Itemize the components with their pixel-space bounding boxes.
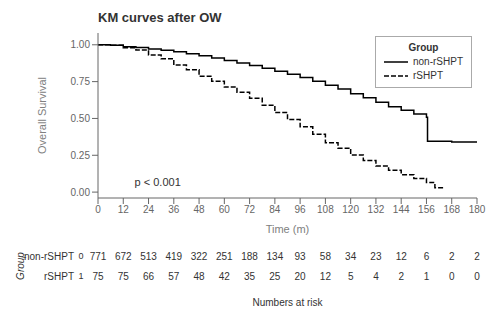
svg-text:0: 0 xyxy=(449,271,455,282)
svg-text:93: 93 xyxy=(295,251,307,262)
svg-text:Group: Group xyxy=(14,252,26,280)
svg-text:23: 23 xyxy=(370,251,382,262)
svg-text:168: 168 xyxy=(443,204,460,215)
svg-text:251: 251 xyxy=(216,251,233,262)
svg-text:108: 108 xyxy=(317,204,334,215)
svg-text:20: 20 xyxy=(295,271,307,282)
svg-text:72: 72 xyxy=(244,204,256,215)
svg-text:132: 132 xyxy=(368,204,385,215)
svg-text:0: 0 xyxy=(474,271,480,282)
svg-text:144: 144 xyxy=(393,204,410,215)
svg-text:75: 75 xyxy=(118,271,130,282)
svg-text:2: 2 xyxy=(449,251,455,262)
svg-text:75: 75 xyxy=(92,271,104,282)
svg-text:0.75: 0.75 xyxy=(71,76,91,87)
svg-text:322: 322 xyxy=(191,251,208,262)
svg-text:513: 513 xyxy=(140,251,157,262)
svg-text:1: 1 xyxy=(78,271,83,281)
svg-text:6: 6 xyxy=(424,251,430,262)
svg-text:Time (m): Time (m) xyxy=(266,223,310,235)
svg-text:0: 0 xyxy=(78,251,83,261)
svg-text:36: 36 xyxy=(168,204,180,215)
svg-text:non-rSHPT: non-rSHPT xyxy=(24,251,74,262)
html-text:non-rSHPT: non-rSHPT xyxy=(413,56,463,67)
svg-text:1.00: 1.00 xyxy=(71,39,91,50)
svg-text:96: 96 xyxy=(295,204,307,215)
svg-text:120: 120 xyxy=(342,204,359,215)
svg-text:Overall Survival: Overall Survival xyxy=(36,77,48,154)
svg-text:771: 771 xyxy=(90,251,107,262)
svg-text:35: 35 xyxy=(244,271,256,282)
svg-text:419: 419 xyxy=(165,251,182,262)
svg-text:34: 34 xyxy=(345,251,357,262)
svg-text:0.50: 0.50 xyxy=(71,113,91,124)
html-text:Group: Group xyxy=(408,42,439,53)
svg-text:48: 48 xyxy=(194,204,206,215)
svg-text:12: 12 xyxy=(396,251,408,262)
svg-text:156: 156 xyxy=(418,204,435,215)
svg-text:0.00: 0.00 xyxy=(71,187,91,198)
svg-text:66: 66 xyxy=(143,271,155,282)
svg-text:5: 5 xyxy=(348,271,354,282)
svg-text:25: 25 xyxy=(269,271,281,282)
svg-text:12: 12 xyxy=(320,271,332,282)
svg-text:42: 42 xyxy=(219,271,231,282)
svg-text:60: 60 xyxy=(219,204,231,215)
svg-text:672: 672 xyxy=(115,251,132,262)
svg-text:2: 2 xyxy=(398,271,404,282)
html-text:rSHPT: rSHPT xyxy=(413,70,443,81)
html-text:KM curves after OW: KM curves after OW xyxy=(98,10,222,25)
svg-text:12: 12 xyxy=(118,204,130,215)
svg-text:rSHPT: rSHPT xyxy=(44,271,74,282)
svg-text:4: 4 xyxy=(373,271,379,282)
svg-text:48: 48 xyxy=(194,271,206,282)
svg-text:58: 58 xyxy=(320,251,332,262)
svg-text:p < 0.001: p < 0.001 xyxy=(135,176,181,188)
svg-text:0.25: 0.25 xyxy=(71,150,91,161)
svg-text:84: 84 xyxy=(269,204,281,215)
svg-text:2: 2 xyxy=(474,251,480,262)
svg-text:1: 1 xyxy=(424,271,430,282)
svg-text:Numbers at risk: Numbers at risk xyxy=(252,297,323,308)
svg-text:57: 57 xyxy=(168,271,180,282)
svg-text:188: 188 xyxy=(241,251,258,262)
svg-text:24: 24 xyxy=(143,204,155,215)
svg-text:180: 180 xyxy=(469,204,486,215)
svg-text:134: 134 xyxy=(267,251,284,262)
svg-text:0: 0 xyxy=(95,204,101,215)
